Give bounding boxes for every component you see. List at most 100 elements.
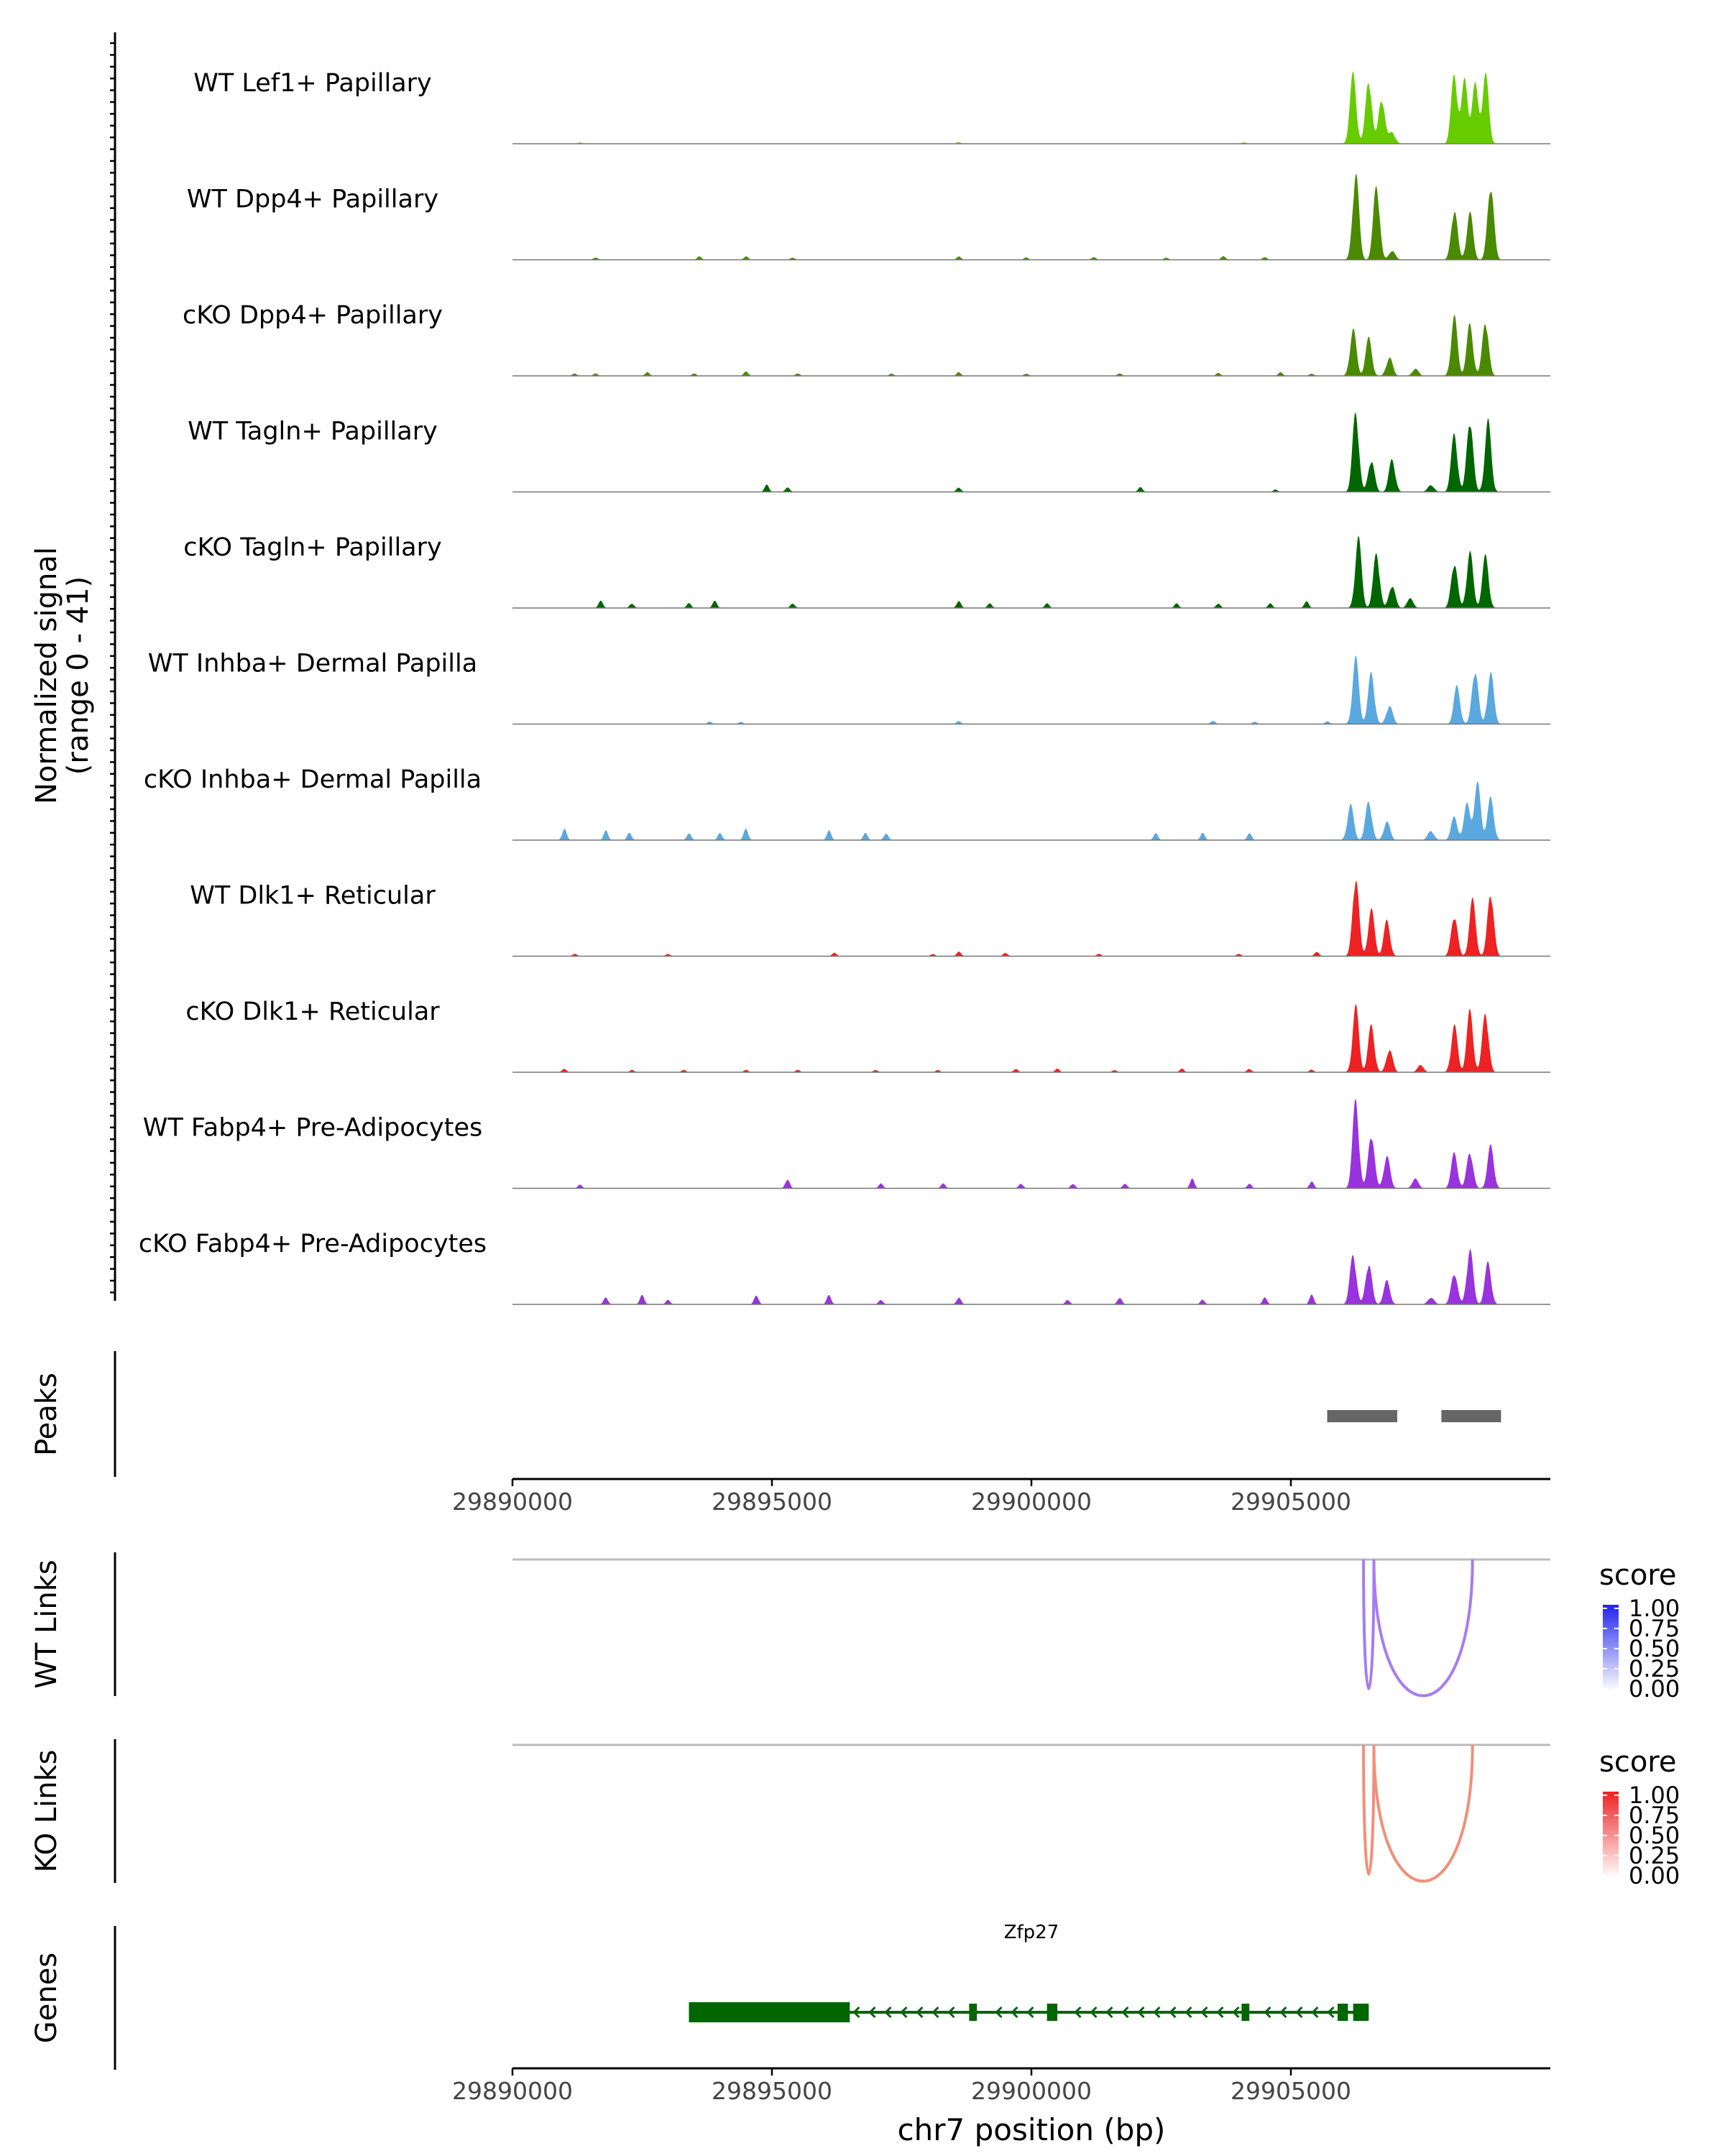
peaks-panel: Peaks 29890000 29895000 29900000 29905000	[30, 1351, 1550, 1516]
coverage-y-label: Normalized signal	[30, 547, 63, 804]
coverage-track: cKO Fabp4+ Pre-Adipocytes	[139, 1230, 1550, 1305]
strand-arrow	[868, 2006, 876, 2019]
coverage-area	[512, 1099, 1501, 1189]
strand-arrow	[1264, 2006, 1271, 2019]
x-tick-label: 29895000	[712, 1488, 832, 1516]
x-tick-label: 29905000	[1230, 2077, 1351, 2105]
coverage-track: WT Inhba+ Dermal Papilla	[148, 650, 1550, 725]
coverage-y-range-label: (range 0 - 41)	[62, 576, 95, 775]
coverage-track: cKO Dlk1+ Reticular	[185, 998, 1550, 1073]
strand-arrow	[947, 2006, 955, 2019]
coverage-track: WT Dlk1+ Reticular	[190, 880, 1550, 957]
peak-region	[1441, 1410, 1501, 1422]
x-tick-label: 29900000	[971, 2077, 1092, 2105]
coverage-y-ticks	[110, 42, 115, 1294]
x-tick-label: 29890000	[452, 1488, 573, 1516]
peak-region	[1327, 1410, 1398, 1422]
link-arc	[1362, 1744, 1376, 1876]
track-label: WT Dpp4+ Papillary	[187, 185, 438, 214]
legend-tick-label: 1.00	[1629, 1595, 1680, 1622]
track-label: cKO Inhba+ Dermal Papilla	[144, 765, 482, 794]
strand-arrow	[1327, 2006, 1335, 2019]
x-axis-bottom: 29890000 29895000 29900000 29905000	[452, 2068, 1351, 2105]
gene-exon	[969, 2004, 978, 2021]
strand-arrow	[1011, 2006, 1018, 2019]
coverage-area	[512, 880, 1501, 957]
x-axis-title: chr7 position (bp)	[898, 2112, 1166, 2147]
legend-tick-label: 0.50	[1629, 1635, 1680, 1662]
strand-arrow	[1295, 2006, 1303, 2019]
x-axis-top: 29890000 29895000 29900000 29905000	[452, 1479, 1351, 1516]
gene-exon	[1353, 2004, 1369, 2021]
ko-legend-ticks: 1.000.750.500.250.00	[1603, 1782, 1680, 1889]
coverage-area	[512, 71, 1501, 144]
coverage-area	[512, 413, 1501, 492]
strand-arrow	[932, 2006, 939, 2019]
track-label: WT Tagln+ Papillary	[188, 418, 438, 446]
link-arc	[1362, 1559, 1376, 1690]
strand-arrow	[900, 2006, 908, 2019]
peaks-label: Peaks	[30, 1373, 63, 1456]
genes-label: Genes	[30, 1953, 63, 2043]
coverage-track: cKO Dpp4+ Papillary	[183, 301, 1550, 377]
ko-score-legend: score 1.000.750.500.250.00	[1599, 1746, 1680, 1889]
strand-arrow	[884, 2006, 892, 2019]
wt-legend-title: score	[1599, 1559, 1676, 1592]
wt-links-label: WT Links	[30, 1560, 63, 1688]
strand-arrow	[1105, 2006, 1113, 2019]
track-label: WT Dlk1+ Reticular	[190, 882, 436, 911]
coverage-area	[512, 315, 1501, 376]
strand-arrow	[1026, 2006, 1034, 2019]
link-arc	[1372, 1744, 1474, 1883]
strand-arrow	[1216, 2006, 1224, 2019]
coverage-area	[512, 1004, 1501, 1072]
legend-tick-label: 0.75	[1629, 1615, 1680, 1642]
x-tick-label: 29900000	[971, 1488, 1092, 1516]
gene-exon	[1046, 2004, 1058, 2021]
coverage-panel: Normalized signal (range 0 - 41) WT Lef1…	[30, 32, 1550, 1305]
strand-arrow	[1121, 2006, 1129, 2019]
x-tick-label: 29895000	[712, 2077, 832, 2105]
ko-links-panel: KO Links score 1.000.750.500.250.00	[30, 1739, 1680, 1889]
strand-arrow	[1137, 2006, 1145, 2019]
coverage-track: WT Lef1+ Papillary	[193, 69, 1550, 144]
legend-tick-label: 0.25	[1629, 1655, 1680, 1682]
coverage-track: cKO Tagln+ Papillary	[183, 533, 1550, 609]
coverage-tracks: WT Lef1+ Papillary WT Dpp4+ Papillary cKO …	[139, 69, 1550, 1305]
ko-legend-title: score	[1599, 1746, 1676, 1779]
strand-arrow	[1090, 2006, 1098, 2019]
legend-tick-label: 0.00	[1629, 1675, 1680, 1703]
legend-tick-label: 1.00	[1629, 1782, 1680, 1809]
strand-arrow	[1311, 2006, 1319, 2019]
strand-arrow	[1074, 2006, 1082, 2019]
wt-links-panel: WT Links score 1.000.750.500.250.00	[30, 1552, 1680, 1703]
track-label: cKO Fabp4+ Pre-Adipocytes	[139, 1230, 487, 1258]
wt-link-arcs	[1362, 1559, 1474, 1697]
strand-arrow	[1232, 2006, 1240, 2019]
genes-panel: Genes Zfp27 29890000 29895000 29900000 2990…	[30, 1922, 1550, 2147]
gene-exon	[689, 2002, 850, 2022]
legend-tick-label: 0.75	[1629, 1802, 1680, 1829]
coverage-area	[512, 535, 1501, 608]
peak-regions	[1327, 1410, 1501, 1422]
track-label: WT Lef1+ Papillary	[193, 69, 432, 98]
gene-exon	[1241, 2004, 1250, 2021]
strand-arrow	[1169, 2006, 1177, 2019]
legend-tick-label: 0.50	[1629, 1822, 1680, 1849]
wt-score-legend: score 1.000.750.500.250.00	[1599, 1559, 1680, 1703]
ko-links-label: KO Links	[30, 1750, 63, 1873]
coverage-area	[512, 781, 1501, 840]
coverage-track: WT Dpp4+ Papillary	[187, 173, 1550, 261]
track-label: cKO Tagln+ Papillary	[183, 533, 442, 562]
coverage-area	[512, 655, 1501, 724]
coverage-track: cKO Inhba+ Dermal Papilla	[144, 765, 1550, 841]
link-arc	[1372, 1559, 1474, 1697]
coverage-area	[512, 1249, 1501, 1304]
strand-arrow	[1279, 2006, 1287, 2019]
strand-arrow	[852, 2006, 860, 2019]
track-label: cKO Dlk1+ Reticular	[185, 998, 440, 1026]
track-label: cKO Dpp4+ Papillary	[183, 301, 443, 330]
legend-tick-label: 0.25	[1629, 1842, 1680, 1869]
x-tick-label: 29905000	[1230, 1488, 1351, 1516]
